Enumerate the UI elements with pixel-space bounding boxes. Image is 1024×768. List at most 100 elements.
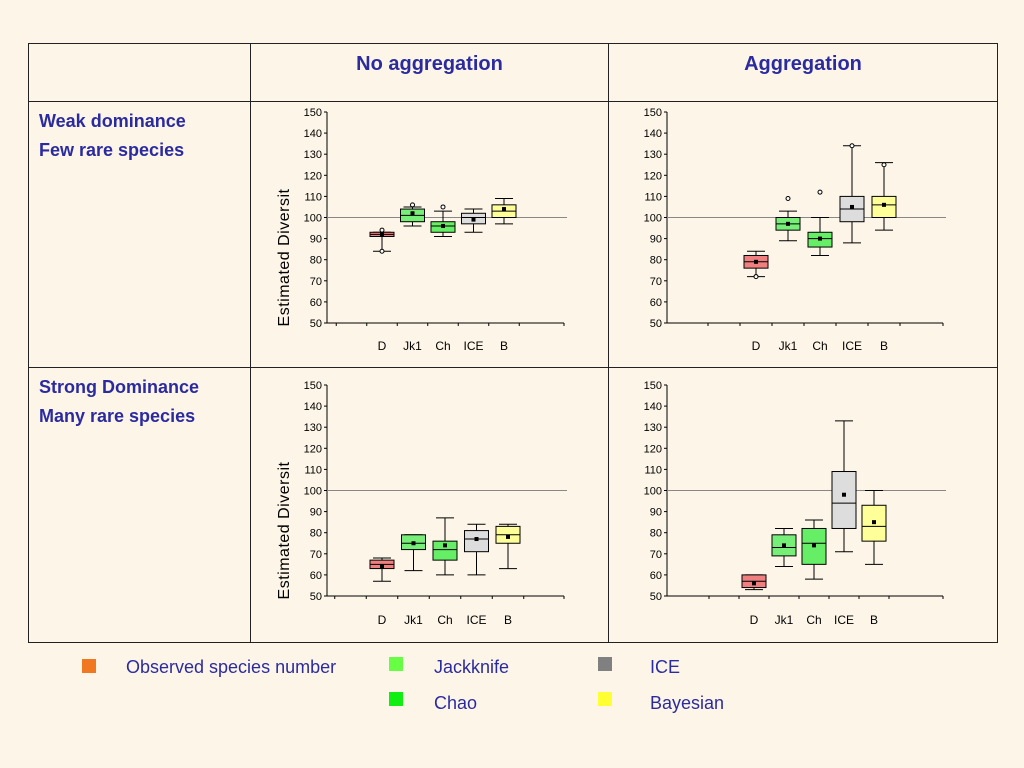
box-B (495, 523, 521, 570)
box-D (741, 574, 767, 591)
category-label: Jk1 (403, 339, 422, 353)
chart-cell-weak-no-aggregation: Estimated Diversit 50 60 70 80 90 100 110 120 130… (250, 101, 609, 368)
category-label: Jk1 (404, 613, 423, 627)
box-ICE (461, 208, 486, 233)
chart-cell-weak-aggregation: 50 60 70 80 90 100 110 120 130 140 150 D Jk1 Ch ICE B (608, 101, 998, 368)
category-label: D (378, 339, 387, 353)
outlier-point (379, 227, 385, 233)
mean-marker (471, 217, 476, 222)
box-iqr (464, 530, 489, 553)
legend-swatch-chao (389, 692, 403, 706)
mean-marker (812, 543, 816, 548)
y-tick-label: 50 (310, 591, 322, 603)
box-Ch (430, 204, 456, 237)
y-axis-label: Estimated Diversit (276, 188, 293, 326)
y-tick-label: 90 (310, 234, 322, 246)
category-label: Jk1 (779, 339, 798, 353)
category-label: ICE (463, 339, 483, 353)
category-label: Ch (435, 339, 450, 353)
mean-marker (754, 259, 758, 264)
y-tick-label: 150 (304, 380, 322, 392)
mean-marker (752, 581, 756, 586)
legend-label-observed: Observed species number (126, 657, 337, 677)
row-label-strong-dominance: Strong Dominance Many rare species (28, 367, 251, 643)
mean-marker (842, 492, 846, 497)
y-axis-label: Estimated Diversit (276, 461, 293, 599)
outlier-point (753, 274, 759, 280)
legend-swatch-jackknife (389, 657, 403, 671)
mean-marker (818, 236, 822, 241)
outlier-point (410, 202, 415, 208)
mean-marker (502, 207, 506, 212)
category-label: D (750, 613, 759, 627)
y-tick-label: 60 (650, 297, 662, 309)
box-Ch (801, 519, 827, 580)
legend-label-chao: Chao (434, 693, 478, 713)
y-tick-label: 50 (310, 318, 322, 330)
y-tick-label: 70 (310, 549, 322, 561)
mean-marker (506, 534, 510, 539)
outlier-point (881, 162, 887, 168)
category-label: D (378, 613, 387, 627)
boxplot-strong-dominance-aggregation: 50 60 70 80 90 100 110 120 130 140 150 D Jk1 Ch ICE B (644, 380, 946, 627)
y-tick-label: 80 (310, 255, 322, 267)
box-iqr (432, 540, 458, 561)
category-label: ICE (834, 613, 854, 627)
y-tick-label: 140 (304, 128, 322, 140)
row-label-line-1: Weak dominance (39, 111, 186, 131)
row-label-weak-dominance: Weak dominance Few rare species (28, 101, 251, 368)
y-tick-label: 60 (310, 570, 322, 582)
y-tick-label: 90 (310, 507, 322, 519)
box-B (491, 198, 517, 225)
mean-marker (410, 211, 415, 216)
y-tick-label: 50 (650, 591, 662, 603)
row-label-line-2: Few rare species (39, 140, 185, 160)
legend-swatch-ice (598, 657, 612, 671)
y-tick-label: 90 (650, 234, 662, 246)
y-tick-label: 110 (304, 464, 322, 476)
y-tick-label: 150 (644, 380, 662, 392)
mean-marker (850, 204, 854, 209)
outlier-point (379, 248, 385, 254)
category-label: B (500, 339, 508, 353)
y-tick-label: 70 (650, 549, 662, 561)
category-label: B (880, 339, 888, 353)
y-tick-label: 70 (310, 276, 322, 288)
y-tick-label: 130 (644, 149, 662, 161)
boxplot-weak-dominance-no-aggregation: Estimated Diversit 50 60 70 80 90 100 110 120 130… (276, 107, 567, 353)
y-tick-label: 100 (304, 486, 322, 498)
y-tick-label: 80 (650, 255, 662, 267)
category-label: Ch (812, 339, 827, 353)
category-label: ICE (842, 339, 862, 353)
box-Jk1 (771, 527, 797, 567)
y-tick-label: 100 (644, 486, 662, 498)
mean-marker (380, 564, 384, 569)
box-D (743, 250, 769, 280)
box-Jk1 (400, 202, 425, 227)
column-header-no-aggregation: No aggregation (250, 43, 609, 102)
legend-swatch-bayesian (598, 692, 612, 706)
y-tick-label: 60 (650, 570, 662, 582)
box-Ch (432, 517, 458, 576)
y-tick-label: 130 (304, 422, 322, 434)
mean-marker (380, 232, 384, 237)
outlier-point (817, 189, 823, 195)
row-label-line-1: Strong Dominance (39, 377, 200, 397)
box-D (369, 557, 395, 582)
y-tick-label: 50 (650, 318, 662, 330)
y-tick-label: 110 (644, 191, 662, 203)
mean-marker (411, 541, 416, 546)
y-tick-label: 60 (310, 297, 322, 309)
y-tick-label: 140 (644, 128, 662, 140)
category-label: B (870, 613, 878, 627)
category-label: D (752, 339, 761, 353)
y-tick-label: 150 (644, 107, 662, 119)
box-B (861, 490, 887, 565)
y-tick-label: 120 (644, 170, 662, 182)
y-tick-label: 70 (650, 276, 662, 288)
category-label: Ch (806, 613, 821, 627)
corner-cell (28, 43, 251, 102)
y-tick-label: 100 (644, 213, 662, 225)
outlier-point (440, 204, 446, 210)
outlier-point (785, 196, 791, 202)
